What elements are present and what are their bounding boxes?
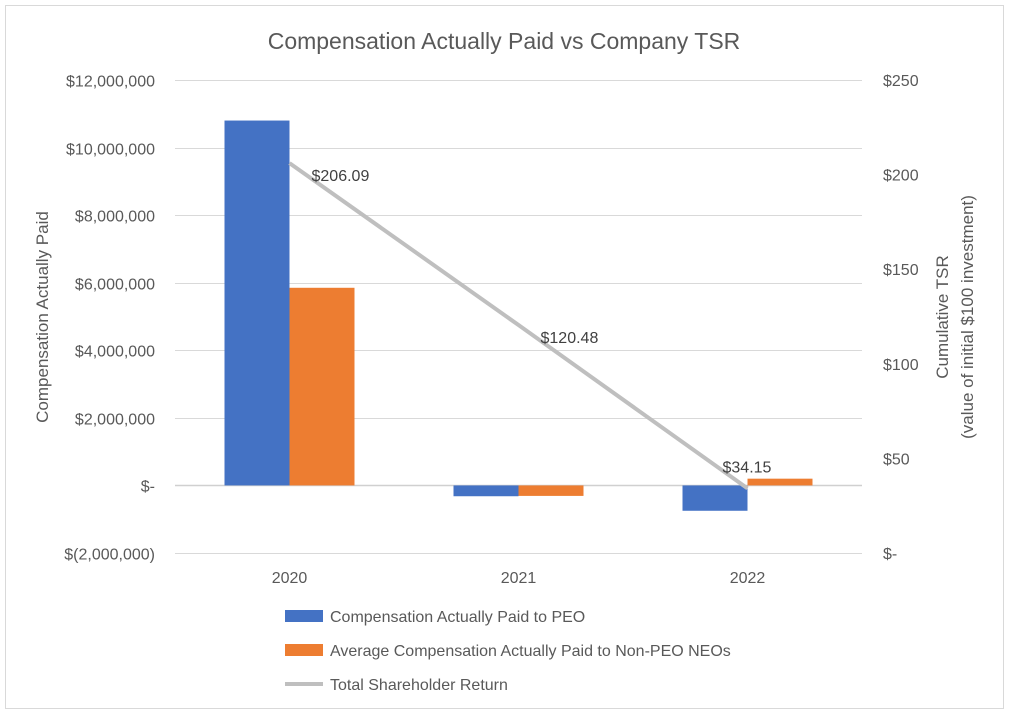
bar-non-peo-neo [519,485,584,495]
tsr-data-label: $34.15 [723,459,772,476]
y-left-tick-label: $(2,000,000) [64,547,155,564]
y-right-tick-label: $- [883,546,897,563]
y-right-tick-label: $50 [883,451,910,468]
tsr-data-label: $206.09 [312,168,370,185]
chart-title: Compensation Actually Paid vs Company TS… [268,28,741,54]
y-left-axis-label: Compensation Actually Paid [33,211,52,423]
legend-label: Total Shareholder Return [330,677,508,694]
y-right-tick-label: $150 [883,262,919,279]
y-left-tick-label: $12,000,000 [66,74,155,91]
bar-peo [683,485,748,510]
legend-label: Compensation Actually Paid to PEO [330,609,585,626]
x-tick-label: 2021 [501,570,537,587]
legend-swatch [285,610,323,622]
y-left-tick-label: $6,000,000 [75,277,155,294]
bar-peo [454,485,519,496]
y-left-tick-label: $8,000,000 [75,209,155,226]
chart-border [6,6,1004,709]
x-tick-label: 2022 [730,570,766,587]
tsr-data-label: $120.48 [541,330,599,347]
y-left-tick-label: $2,000,000 [75,412,155,429]
legend-swatch [285,644,323,656]
y-right-axis-label-line1: Cumulative TSR [933,255,952,378]
x-tick-label: 2020 [272,570,308,587]
bar-non-peo-neo [748,479,813,486]
y-right-tick-label: $250 [883,73,919,90]
legend-label: Average Compensation Actually Paid to No… [330,643,731,660]
y-right-tick-label: $200 [883,168,919,185]
y-right-tick-label: $100 [883,357,919,374]
y-right-axis-label-line2: (value of initial $100 investment) [958,195,977,439]
bar-peo [225,121,290,486]
y-left-tick-label: $10,000,000 [66,142,155,159]
y-left-tick-label: $- [141,479,155,496]
bar-non-peo-neo [290,288,355,486]
y-left-tick-label: $4,000,000 [75,344,155,361]
